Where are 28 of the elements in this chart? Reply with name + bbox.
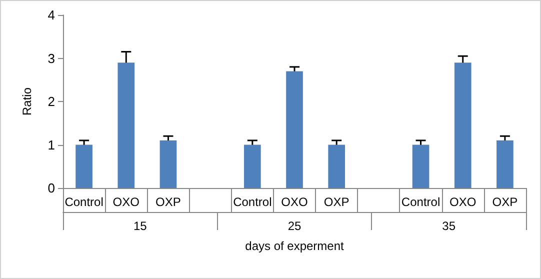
x-tick-label: OXO (281, 195, 308, 209)
y-tick-label: 2 (48, 94, 55, 109)
x-tick-label: Control (233, 195, 272, 209)
text: 25 (288, 219, 302, 233)
x-tick-label: Control (401, 195, 440, 209)
y-tick-label: 3 (48, 50, 55, 66)
bar (160, 140, 177, 188)
x-tick-label: OXP (156, 195, 181, 209)
bar (76, 144, 92, 188)
x-tick-label: Control (64, 195, 104, 209)
text: 35 (442, 219, 456, 233)
bar (496, 140, 514, 188)
y-tick-label: 1 (48, 137, 55, 152)
x-tick-label: OXP (324, 195, 350, 209)
y-axis-title: Ratio (20, 87, 34, 116)
x-tick-label: OXO (112, 195, 140, 209)
bar (244, 144, 261, 188)
y-tick-label: 4 (48, 8, 55, 22)
bar (454, 62, 472, 188)
x-tick-label: OXO (450, 195, 476, 209)
y-tick-label: 0 (48, 180, 55, 196)
bar (328, 144, 346, 188)
bar (412, 144, 430, 188)
bar (118, 62, 135, 188)
x-axis-title: days of experment (245, 239, 345, 253)
text: 15 (133, 219, 148, 233)
x-tick-label: OXP (492, 195, 518, 209)
bar (286, 71, 303, 188)
